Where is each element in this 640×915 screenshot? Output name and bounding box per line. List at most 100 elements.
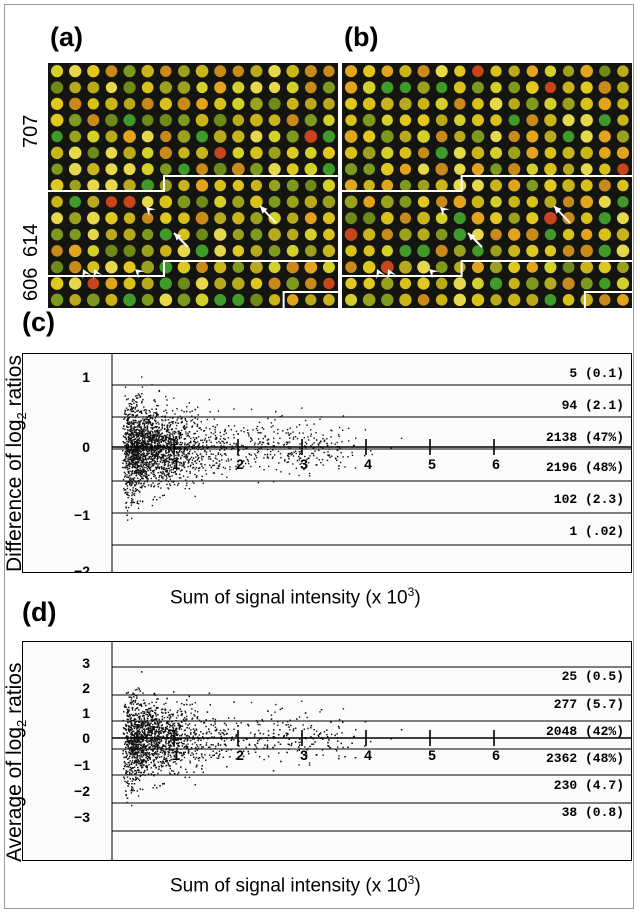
array-spot [141,114,154,126]
array-spot [105,179,118,192]
array-spot [417,65,430,78]
array-spot [562,97,575,110]
panel-a-label: (a) [50,22,83,52]
band-count-label: 2048 (42%) [546,724,624,739]
y-tick-label: 1 [82,705,90,721]
array-spot [435,130,448,143]
array-spot [214,81,227,94]
array-spot [526,293,539,306]
array-spot [323,294,335,306]
array-spot [616,130,630,143]
array-spot [580,130,593,143]
array-spot [105,130,118,143]
array-spot [232,130,245,143]
array-spot [616,244,630,258]
array-spot [105,147,118,159]
array-spot [598,228,612,241]
array-spot [544,65,557,77]
arrow-icon [174,233,182,241]
array-spot [195,293,209,307]
array-spot [363,212,376,225]
array-spot [86,293,100,307]
array-spot [598,195,611,208]
array-spot [232,81,245,94]
array-spot [471,114,484,127]
array-spot [232,97,245,110]
array-spot [490,146,503,159]
array-spot [268,277,281,290]
array-spot [399,114,412,126]
array-spot [177,277,191,290]
row-label-606: 606 [20,267,42,301]
array-spot [399,212,412,224]
array-spot [141,277,154,290]
x-tick-label: 4 [364,747,372,763]
array-spot [177,97,191,111]
array-spot [286,163,299,176]
array-spot [363,130,376,143]
band-count-label: 230 (4.7) [554,778,624,793]
y-tick-label: −1 [74,507,90,523]
array-spot [598,97,612,111]
microarray-image-b [342,63,632,308]
array-spot [362,260,376,274]
array-spot [490,245,502,257]
array-spot [177,260,191,274]
array-spot [399,163,412,175]
array-spot [508,98,520,110]
array-spot [268,195,281,208]
array-spot [250,244,263,257]
array-spot [617,114,629,126]
array-spot [214,244,227,257]
array-spot [232,245,245,257]
x-tick-label: 5 [428,747,436,763]
array-spot [453,228,467,241]
array-spot [581,228,593,241]
band-count-label: 25 (0.5) [562,669,624,684]
array-spot [177,81,191,94]
array-spot [250,293,263,307]
array-spot [178,65,190,78]
array-spot [159,146,173,160]
array-spot [399,97,412,111]
array-spot [322,212,335,225]
array-spot [454,65,466,77]
array-spot [268,179,281,192]
array-spot [69,65,82,78]
array-spot [123,261,136,274]
array-spot [363,228,376,241]
array-spot [508,163,521,176]
array-spot [87,277,100,290]
array-spot [381,293,394,307]
array-spot [417,114,430,127]
array-spot [508,277,520,290]
array-spot [490,81,502,94]
array-spot [50,261,64,274]
array-spot [105,293,118,306]
array-spot [362,81,376,94]
array-spot [69,228,81,241]
array-spot [544,130,557,143]
array-spot [268,81,281,94]
array-spot [562,179,575,192]
array-spot [196,97,208,110]
row-label-707: 707 [20,114,42,148]
figure-frame [4,4,634,909]
array-spot [50,65,64,78]
array-spot [322,261,335,274]
array-spot [508,130,520,143]
y-tick-label: 0 [82,730,90,746]
array-spot [526,277,539,290]
array-spot [159,293,173,307]
array-spot [142,228,154,241]
array-spot [562,261,575,274]
array-spot [490,294,502,306]
array-spot [580,163,593,176]
array-spot [323,228,335,241]
array-spot [250,65,263,78]
array-spot [105,244,118,257]
array-spot [580,146,593,160]
array-spot [417,179,430,192]
array-spot [50,97,64,110]
array-spot [178,212,190,225]
